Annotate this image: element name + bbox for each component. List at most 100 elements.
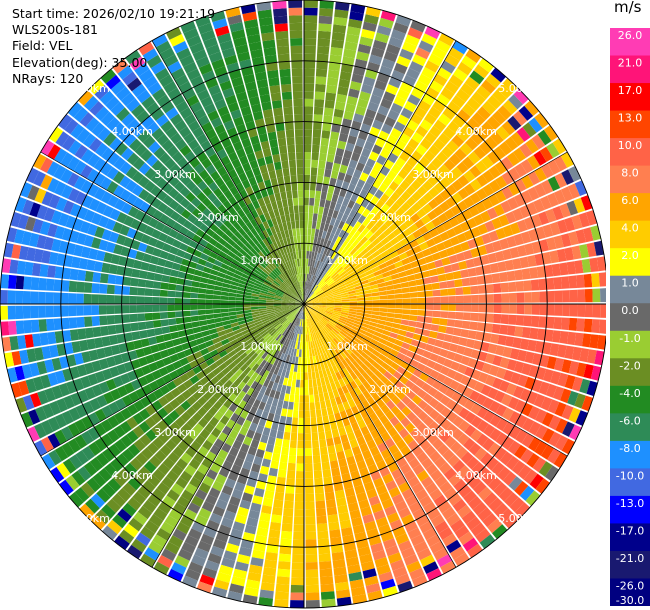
velocity-gate [298, 298, 304, 304]
velocity-gate [304, 220, 308, 229]
velocity-gate [285, 261, 291, 270]
velocity-gate [222, 200, 232, 210]
velocity-gate [142, 480, 156, 493]
velocity-gate [202, 186, 213, 197]
velocity-gate [556, 248, 567, 262]
velocity-gate [499, 357, 510, 369]
velocity-gate [317, 362, 322, 371]
velocity-gate [268, 194, 276, 203]
velocity-gate [432, 310, 441, 318]
velocity-gate [297, 341, 300, 350]
velocity-gate [228, 402, 238, 413]
velocity-gate [600, 304, 606, 318]
velocity-gate [209, 512, 223, 524]
colorbar-tick-label: 8.0 [621, 167, 639, 180]
velocity-gate [212, 295, 221, 300]
velocity-gate [276, 430, 284, 440]
velocity-gate [235, 123, 247, 134]
range-ring-labels: 1.00km2.00km3.00km4.00km5.00km1.00km2.00… [68, 82, 540, 525]
velocity-gate [157, 342, 167, 351]
velocity-gate [290, 600, 304, 608]
velocity-gate [174, 74, 189, 87]
velocity-gate [222, 320, 231, 326]
velocity-gate [276, 200, 283, 209]
velocity-gate [480, 452, 493, 466]
velocity-gate [306, 250, 310, 259]
velocity-gate [416, 451, 429, 464]
velocity-gate [233, 192, 243, 202]
velocity-gate [124, 332, 133, 342]
velocity-gate [129, 295, 137, 304]
velocity-gate [294, 509, 304, 517]
velocity-gate [246, 230, 255, 239]
velocity-gate [83, 293, 92, 304]
velocity-gate [240, 539, 254, 550]
velocity-gate [313, 276, 318, 284]
velocity-gate [371, 349, 381, 358]
velocity-gate [96, 394, 108, 408]
velocity-gate [290, 38, 303, 46]
velocity-gate [347, 502, 360, 512]
velocity-gate [289, 447, 297, 456]
range-ring-label: 4.00km [111, 469, 153, 482]
velocity-gate [226, 331, 235, 338]
velocity-gate [274, 591, 289, 600]
velocity-gate [328, 233, 335, 242]
velocity-gate [266, 219, 274, 228]
velocity-gate [366, 488, 378, 499]
velocity-gate [387, 336, 397, 344]
velocity-gate [247, 88, 259, 99]
velocity-gate [330, 421, 338, 431]
velocity-gate [416, 315, 425, 323]
velocity-gate [117, 65, 133, 80]
velocity-gate [514, 481, 529, 496]
range-ring-label: 1.00km [240, 340, 282, 353]
velocity-gate [293, 292, 300, 299]
velocity-gate [77, 206, 89, 220]
velocity-gate [53, 292, 62, 304]
velocity-gate [304, 387, 309, 396]
velocity-gate [366, 396, 376, 406]
velocity-gate [477, 351, 488, 362]
velocity-gate [286, 322, 292, 330]
velocity-gate [221, 172, 231, 183]
velocity-gate [171, 94, 185, 107]
velocity-gate [93, 261, 103, 272]
velocity-gate [272, 506, 283, 516]
velocity-gate [213, 313, 222, 319]
velocity-gate [275, 583, 290, 593]
velocity-gate [300, 334, 303, 342]
velocity-gate [470, 178, 482, 192]
velocity-gate [63, 395, 75, 410]
velocity-gate [220, 338, 230, 346]
velocity-gate [333, 326, 341, 333]
velocity-gate [433, 304, 441, 311]
velocity-gate [416, 185, 428, 197]
velocity-gate [319, 320, 326, 327]
velocity-gate [323, 335, 329, 344]
velocity-gate [58, 383, 70, 397]
velocity-gate [277, 325, 284, 333]
velocity-gate [292, 293, 299, 299]
velocity-gate [164, 391, 175, 403]
velocity-gate [516, 127, 531, 142]
velocity-gate [361, 227, 370, 236]
velocity-gate [468, 442, 482, 456]
velocity-gate [403, 263, 413, 271]
velocity-gate [247, 250, 256, 259]
velocity-gate [7, 290, 16, 304]
velocity-gate [314, 477, 324, 487]
velocity-gate [107, 429, 120, 443]
velocity-gate [290, 363, 295, 372]
velocity-gate [285, 321, 291, 329]
velocity-gate [304, 7, 318, 16]
colorbar-band [610, 413, 650, 442]
velocity-gate [307, 282, 311, 290]
velocity-gate [98, 467, 112, 482]
velocity-gate [266, 363, 273, 372]
velocity-gate [65, 475, 80, 491]
velocity-gate [278, 207, 285, 216]
velocity-gate [277, 469, 287, 478]
velocity-gate [275, 484, 285, 493]
velocity-gate [155, 40, 172, 54]
